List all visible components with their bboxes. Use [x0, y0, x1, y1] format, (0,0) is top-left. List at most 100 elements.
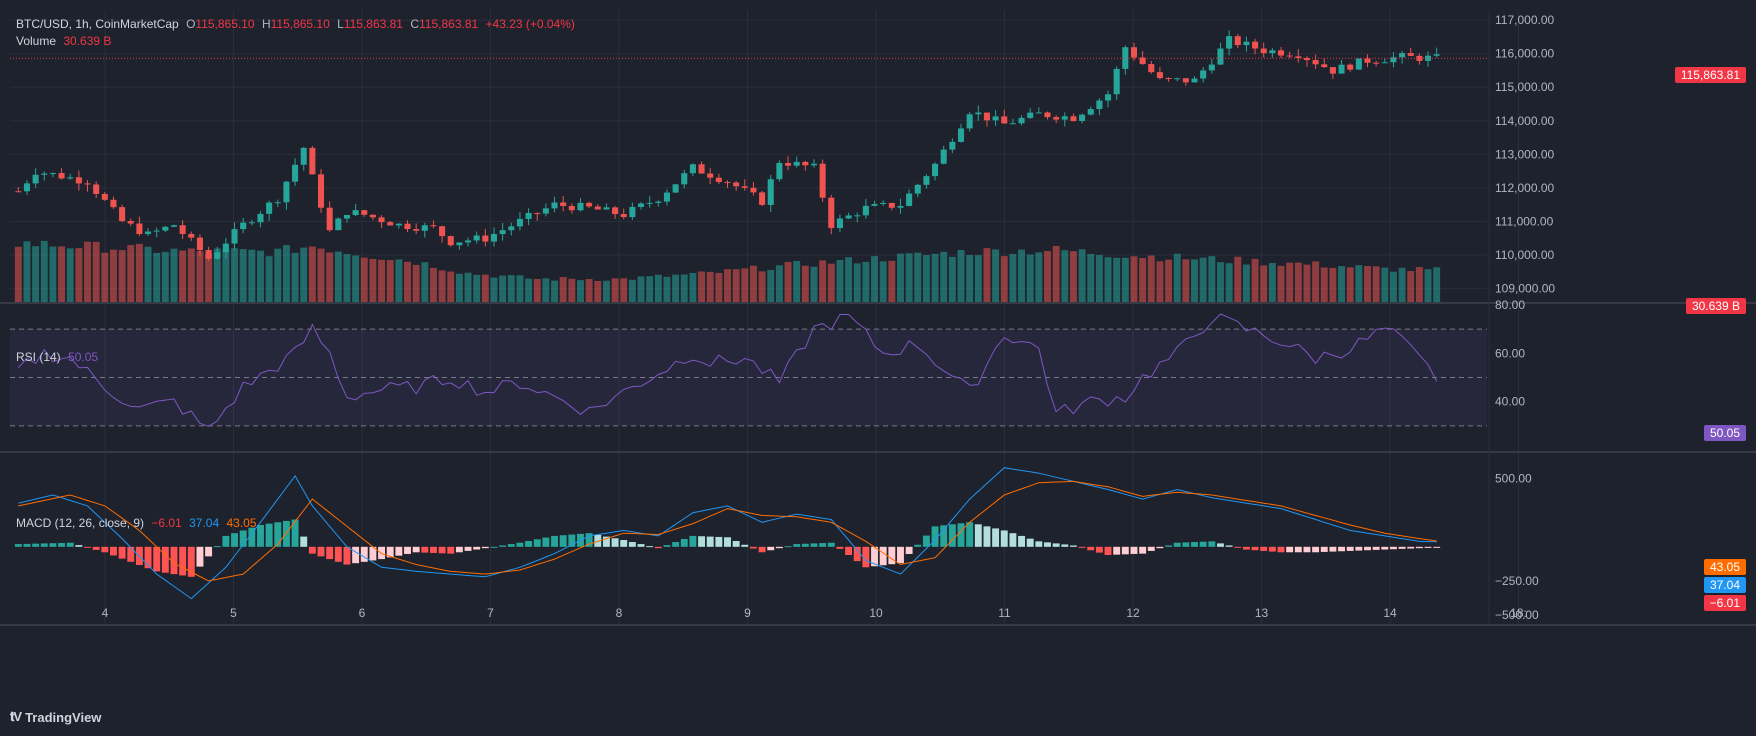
candle-body	[1373, 62, 1380, 64]
macd-hist-bar	[1225, 545, 1233, 547]
volume-bar	[654, 274, 662, 302]
candle-body	[1425, 55, 1432, 61]
candle-body	[975, 112, 982, 115]
macd-hist-bar	[983, 526, 991, 547]
candle-body	[906, 193, 913, 207]
macd-label[interactable]: MACD (12, 26, close, 9)	[16, 516, 145, 530]
candle-body	[1260, 48, 1267, 54]
candle-body	[836, 218, 843, 229]
macd-hist-bar	[585, 533, 593, 547]
candle-body	[1338, 64, 1345, 74]
candle-body	[153, 230, 160, 232]
volume-bar	[1018, 249, 1026, 302]
macd-hist-bar	[231, 533, 238, 547]
macd-hist-bar	[1407, 546, 1415, 549]
volume-bar	[205, 253, 213, 302]
volume-bar	[689, 272, 697, 302]
candle-body	[629, 206, 636, 218]
volume-label[interactable]: Volume	[16, 34, 57, 48]
macd-hist-bar	[1182, 542, 1190, 547]
macd-hist-bar	[447, 546, 455, 554]
macd-hist-bar	[698, 536, 706, 547]
macd-hist-bar	[75, 545, 83, 547]
candle-body	[655, 201, 662, 203]
candle-body	[300, 147, 307, 165]
macd-hist-bar	[1364, 546, 1371, 551]
candle-body	[759, 192, 766, 205]
candle-body	[663, 192, 670, 202]
macd-hist-bar	[1329, 546, 1337, 552]
candle-body	[1347, 64, 1354, 70]
volume-bar	[161, 251, 169, 302]
macd-hist-bar	[533, 539, 541, 547]
volume-bar	[1372, 266, 1380, 302]
volume-bar	[836, 259, 844, 302]
tradingview-logo[interactable]: 𝐭V TradingView	[10, 709, 101, 725]
volume-bar	[1234, 256, 1242, 302]
rsi-label[interactable]: RSI (14)	[16, 350, 61, 364]
macd-hist-bar	[49, 543, 57, 547]
candle-body	[1018, 117, 1025, 124]
macd-hist-bar	[248, 527, 256, 547]
volume-bar	[187, 248, 195, 302]
volume-bar	[845, 257, 853, 302]
macd-hist-bar	[1346, 546, 1354, 551]
candle-body	[819, 163, 826, 198]
volume-bar	[879, 261, 887, 302]
macd-hist-bar	[101, 546, 109, 553]
candle-body	[560, 202, 567, 206]
candle-body	[932, 163, 939, 177]
candle-body	[672, 184, 679, 193]
macd-hist-bar	[429, 546, 437, 553]
volume-bar	[248, 249, 256, 302]
symbol-label[interactable]: BTC/USD, 1h, CoinMarketCap	[16, 17, 179, 31]
macd-hist-bar	[1147, 546, 1155, 551]
volume-bar	[853, 263, 861, 302]
candle-body	[1122, 47, 1129, 69]
macd-hist-bar	[455, 546, 463, 553]
volume-bar	[404, 261, 411, 302]
volume-bar	[1052, 246, 1060, 302]
candle-body	[1399, 53, 1406, 58]
candle-body	[1061, 116, 1068, 120]
candle-body	[413, 229, 420, 231]
macd-hist-bar	[862, 546, 870, 568]
open-label: O	[186, 17, 196, 31]
macd-hist-bar	[680, 538, 688, 547]
volume-bar	[265, 256, 273, 302]
volume-bar	[1407, 271, 1415, 302]
volume-bar	[1087, 253, 1095, 302]
macd-hist-bar	[127, 546, 135, 562]
candle-body	[845, 215, 852, 219]
macd-hist-bar	[1139, 546, 1147, 554]
rsi-line	[17, 313, 1438, 427]
candle-body	[1295, 56, 1302, 58]
volume-bar	[153, 252, 161, 302]
volume-bar	[1251, 258, 1259, 302]
volume-bar	[637, 276, 645, 302]
candle-body	[1079, 114, 1086, 121]
macd-hist-bar	[793, 544, 801, 547]
volume-bar	[732, 269, 740, 302]
macd-hist-bar	[663, 545, 671, 547]
macd-hist-bar	[282, 520, 290, 547]
volume-bar	[274, 248, 282, 302]
candle-body	[681, 173, 688, 185]
candle-body	[222, 243, 229, 253]
candle-body	[145, 231, 152, 235]
volume-bar	[992, 249, 1000, 302]
macd-hist-bar	[1217, 543, 1224, 547]
volume-bar	[758, 271, 766, 302]
volume-bar	[1199, 257, 1207, 302]
change-value: +43.23 (+0.04%)	[485, 17, 575, 31]
macd-hist-bar	[1069, 545, 1077, 547]
macd-hist-bar	[1415, 546, 1423, 549]
macd-hist-bar	[940, 525, 948, 547]
macd-hist-bar	[1372, 546, 1380, 550]
candle-body	[1105, 94, 1112, 101]
macd-hist-bar	[1173, 542, 1181, 547]
candle-body	[689, 164, 696, 174]
volume-bar	[1035, 252, 1043, 302]
macd-hist-bar	[14, 544, 22, 547]
